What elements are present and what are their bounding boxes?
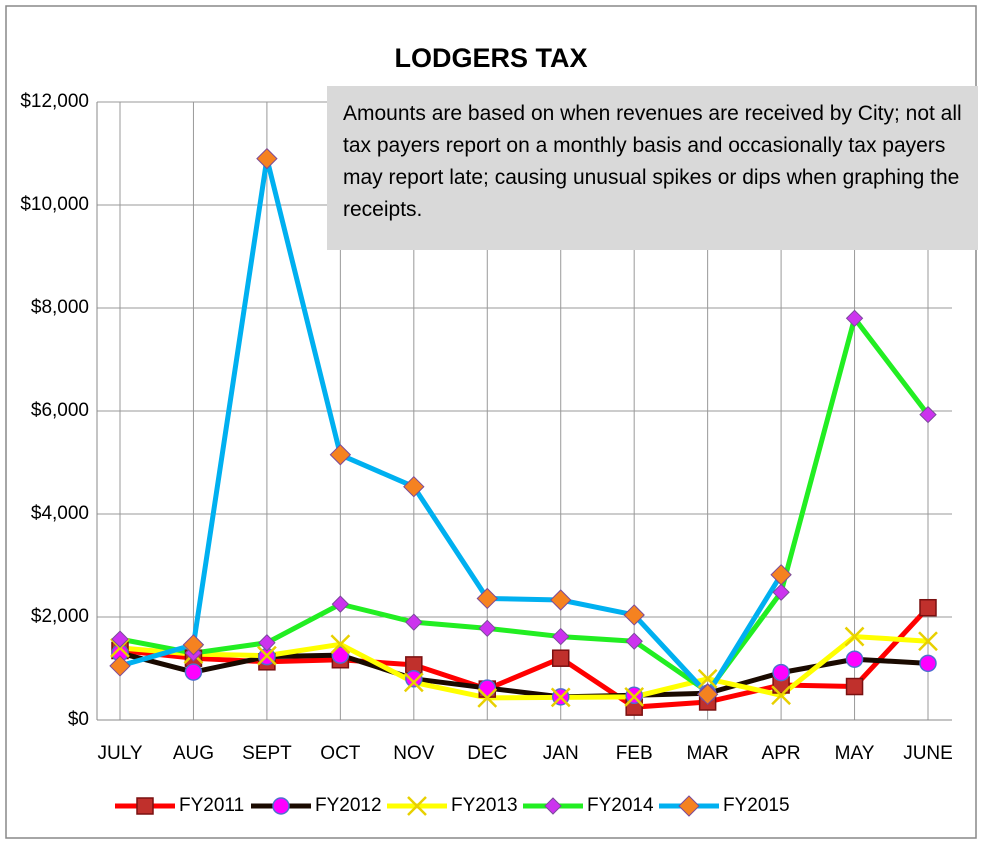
y-tick-label: $8,000 bbox=[31, 297, 89, 318]
series-line bbox=[119, 650, 929, 700]
data-point bbox=[403, 475, 425, 498]
data-point bbox=[331, 646, 350, 664]
annotation: Amounts are based on when revenues are r… bbox=[327, 86, 978, 250]
data-point bbox=[330, 634, 351, 655]
x-tick-label: JULY bbox=[97, 743, 142, 764]
legend-label: FY2015 bbox=[723, 795, 790, 816]
legend-label: FY2011 bbox=[179, 795, 244, 816]
x-tick-label: MAY bbox=[835, 743, 875, 764]
x-tick-label: NOV bbox=[393, 743, 435, 764]
series-line bbox=[119, 156, 784, 697]
data-point bbox=[845, 677, 864, 696]
legend-label: FY2013 bbox=[451, 795, 518, 816]
data-point bbox=[329, 444, 352, 466]
series-line bbox=[119, 634, 929, 701]
data-point bbox=[550, 687, 571, 708]
data-point bbox=[770, 564, 792, 586]
data-point bbox=[845, 650, 864, 668]
data-point bbox=[476, 587, 498, 610]
legend-label: FY2014 bbox=[587, 795, 654, 816]
data-point bbox=[919, 598, 937, 617]
data-point bbox=[919, 654, 937, 673]
y-tick-label: $12,000 bbox=[20, 91, 89, 112]
data-point bbox=[772, 663, 790, 682]
data-point bbox=[696, 683, 719, 705]
data-point bbox=[772, 583, 790, 601]
data-point bbox=[256, 147, 278, 170]
data-point bbox=[919, 405, 937, 424]
data-point bbox=[551, 649, 570, 667]
chart-title: LODGERS TAX bbox=[394, 43, 587, 73]
data-point bbox=[845, 309, 864, 328]
x-tick-label: MAR bbox=[687, 743, 729, 764]
data-point bbox=[258, 634, 276, 652]
data-point bbox=[771, 685, 791, 706]
data-point bbox=[624, 686, 645, 707]
data-point bbox=[478, 619, 496, 638]
x-tick-label: DEC bbox=[467, 743, 507, 764]
y-tick-label: $4,000 bbox=[31, 503, 89, 524]
x-tick-label: OCT bbox=[320, 743, 361, 764]
data-point bbox=[477, 687, 498, 708]
data-point bbox=[184, 663, 203, 681]
data-point bbox=[625, 632, 643, 650]
series-line bbox=[119, 315, 930, 695]
data-point bbox=[478, 679, 497, 697]
data-point bbox=[697, 668, 718, 689]
data-point bbox=[405, 670, 423, 688]
data-point bbox=[111, 630, 129, 648]
legend-label: FY2012 bbox=[315, 795, 382, 816]
legend-marker bbox=[678, 795, 700, 817]
data-point bbox=[109, 655, 131, 677]
data-point bbox=[550, 589, 572, 611]
data-point bbox=[110, 638, 130, 658]
y-tick-label: $2,000 bbox=[31, 606, 89, 627]
data-point bbox=[918, 631, 938, 652]
y-tick-label: $6,000 bbox=[31, 400, 89, 421]
x-tick-label: JUNE bbox=[903, 743, 953, 764]
data-point bbox=[552, 627, 570, 646]
x-tick-label: FEB bbox=[616, 743, 653, 764]
data-point bbox=[257, 645, 277, 666]
data-point bbox=[182, 634, 205, 656]
y-tick-label: $0 bbox=[68, 709, 89, 730]
x-tick-label: SEPT bbox=[242, 743, 292, 764]
legend-marker bbox=[407, 796, 427, 816]
data-point bbox=[403, 672, 424, 693]
x-tick-label: AUG bbox=[173, 743, 214, 764]
x-tick-label: JAN bbox=[543, 743, 579, 764]
data-point bbox=[405, 613, 423, 631]
legend-marker bbox=[136, 797, 154, 815]
x-tick-label: APR bbox=[762, 743, 801, 764]
data-point bbox=[844, 626, 865, 647]
y-tick-label: $10,000 bbox=[20, 194, 89, 215]
legend-marker bbox=[544, 797, 562, 815]
legend-marker bbox=[272, 797, 290, 815]
data-point bbox=[331, 595, 350, 613]
data-point bbox=[623, 604, 645, 626]
